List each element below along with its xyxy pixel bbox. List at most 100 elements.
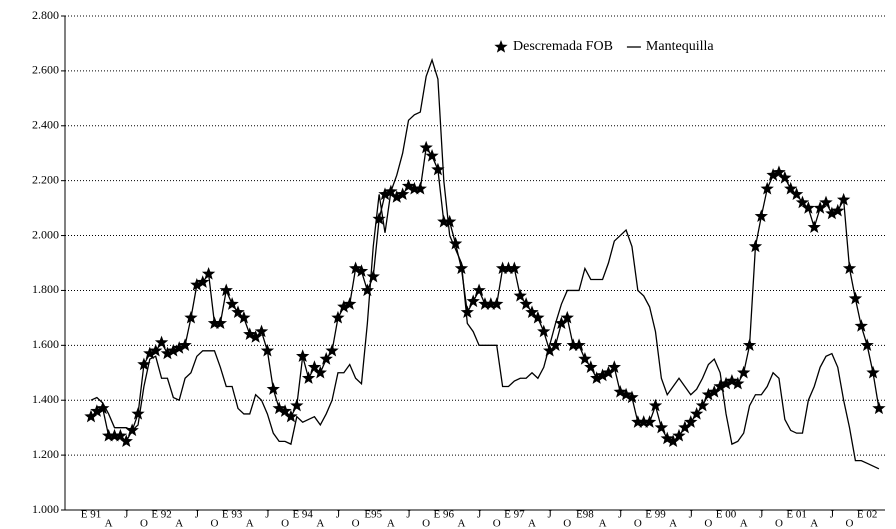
star-marker	[719, 376, 733, 390]
star-marker	[313, 365, 327, 379]
x-tick-label: A	[387, 518, 395, 529]
star-marker	[684, 415, 698, 428]
star-marker	[560, 310, 574, 324]
star-marker	[284, 409, 298, 423]
star-marker	[466, 294, 480, 308]
x-tick-label: A	[740, 518, 748, 529]
star-marker	[842, 261, 857, 275]
x-tick-label: J	[265, 509, 270, 521]
star-marker	[748, 239, 763, 253]
star-marker	[319, 352, 333, 365]
star-marker	[431, 162, 445, 176]
star-marker	[501, 261, 516, 275]
star-marker	[219, 283, 233, 297]
star-marker	[725, 374, 739, 387]
star-marker	[207, 316, 222, 330]
star-marker	[578, 352, 592, 365]
star-marker	[831, 203, 845, 217]
star-marker	[160, 346, 175, 360]
star-marker	[484, 297, 498, 310]
star-marker	[625, 390, 639, 404]
star-marker	[566, 338, 580, 351]
x-tick-label: J	[830, 509, 835, 521]
star-marker	[478, 297, 492, 310]
star-marker	[548, 338, 563, 351]
star-marker	[360, 283, 375, 297]
star-marker	[836, 192, 851, 206]
star-marker	[542, 343, 557, 357]
star-marker	[490, 297, 504, 310]
star-marker	[213, 316, 228, 330]
star-marker	[519, 297, 533, 310]
star-marker	[348, 261, 363, 275]
star-marker	[554, 316, 569, 330]
star-marker	[460, 305, 474, 319]
star-marker	[742, 338, 757, 351]
star-marker	[537, 324, 551, 338]
star-marker	[419, 140, 433, 154]
star-marker	[713, 379, 727, 393]
star-marker	[472, 283, 486, 297]
y-tick-label: 1.400	[32, 392, 59, 406]
x-tick-label: A	[669, 518, 677, 529]
x-tick-label: O	[493, 518, 501, 529]
star-marker	[437, 214, 451, 228]
star-marker	[137, 357, 151, 371]
series-line	[90, 146, 880, 443]
star-marker	[378, 187, 392, 201]
star-marker	[619, 387, 633, 401]
x-tick-label: J	[689, 509, 694, 521]
y-tick-label: 2.400	[32, 118, 59, 132]
x-tick-label: O	[211, 518, 219, 529]
star-marker	[778, 170, 792, 184]
x-tick-label: J	[759, 509, 764, 521]
star-marker	[372, 212, 386, 225]
star-marker	[101, 428, 116, 442]
star-marker	[301, 371, 316, 384]
star-marker	[143, 346, 157, 360]
star-marker	[866, 365, 880, 379]
series-line	[90, 57, 880, 470]
x-tick-label: O	[422, 518, 430, 529]
star-marker	[731, 376, 745, 390]
star-marker	[343, 297, 357, 310]
star-marker	[395, 187, 410, 201]
star-marker	[590, 371, 604, 384]
x-tick-label: A	[175, 518, 183, 529]
star-marker	[754, 209, 768, 223]
star-marker	[689, 406, 704, 420]
star-marker	[113, 428, 128, 442]
star-marker	[260, 343, 275, 357]
star-marker	[595, 368, 610, 382]
star-marker	[707, 384, 721, 398]
star-marker	[613, 384, 627, 398]
star-marker	[737, 365, 751, 379]
star-marker	[325, 343, 339, 357]
x-tick-label: O	[634, 518, 642, 529]
x-tick-label: O	[704, 518, 712, 529]
star-marker	[266, 382, 280, 395]
x-tick-label: A	[316, 518, 324, 529]
star-marker	[772, 165, 786, 179]
star-marker	[448, 236, 463, 250]
x-tick-label: J	[124, 509, 129, 521]
star-marker	[237, 310, 251, 324]
star-marker	[119, 434, 133, 448]
star-marker	[307, 360, 322, 373]
star-marker	[425, 148, 439, 162]
star-marker	[107, 428, 122, 442]
star-marker	[243, 327, 257, 341]
star-marker	[96, 401, 110, 415]
star-marker	[495, 261, 510, 275]
star-marker	[872, 401, 886, 415]
star-marker	[190, 277, 204, 291]
y-tick-label: 1.200	[32, 447, 59, 461]
star-marker	[784, 181, 798, 195]
star-marker	[290, 398, 304, 412]
star-marker	[854, 319, 868, 332]
star-marker	[513, 288, 527, 302]
y-tick-label: 1.000	[32, 502, 59, 516]
star-marker	[678, 420, 692, 434]
star-marker	[801, 201, 816, 214]
star-marker	[178, 338, 192, 351]
